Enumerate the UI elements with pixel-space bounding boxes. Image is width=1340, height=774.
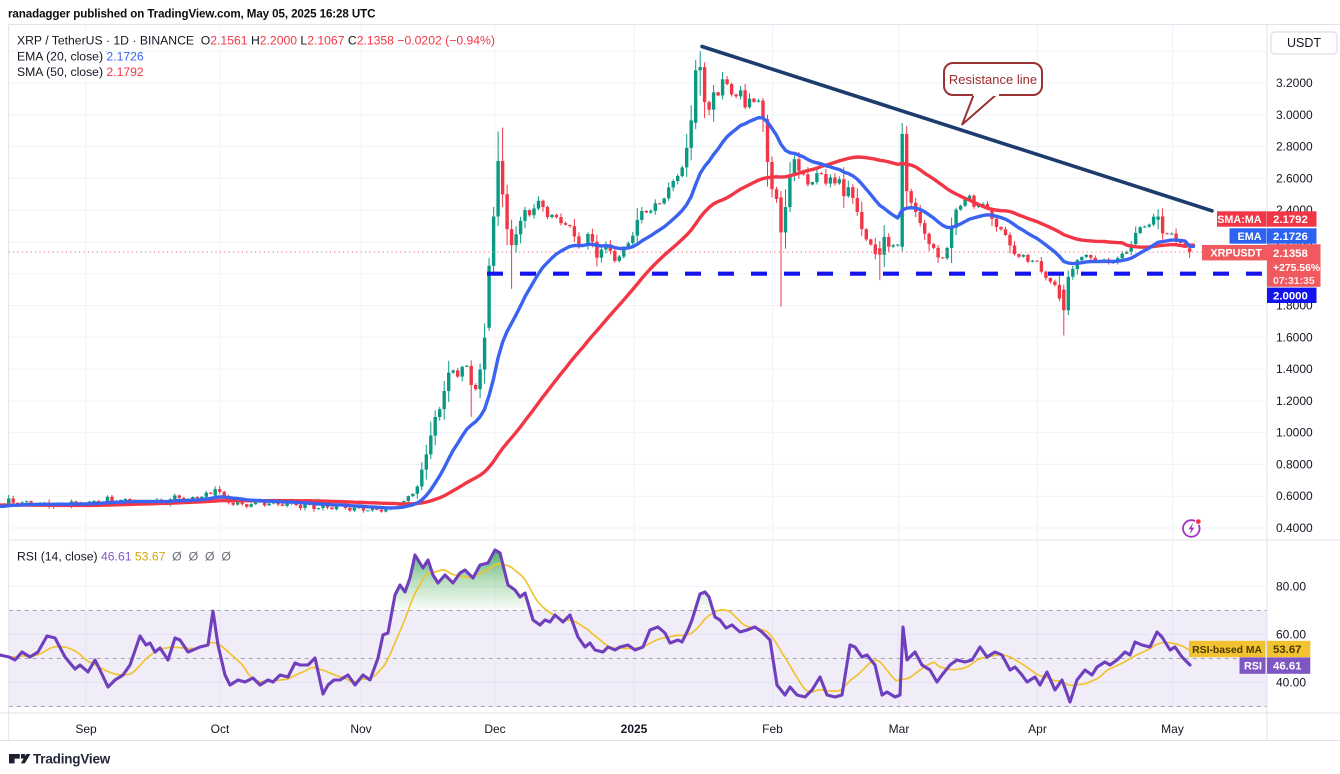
svg-text:1.2000: 1.2000: [1276, 394, 1313, 408]
svg-text:1.6000: 1.6000: [1276, 330, 1313, 344]
svg-text:1.0000: 1.0000: [1276, 426, 1313, 440]
svg-text:Sep: Sep: [75, 722, 97, 736]
svg-text:Apr: Apr: [1028, 722, 1047, 736]
svg-text:1.4000: 1.4000: [1276, 362, 1313, 376]
svg-text:SMA:MA: SMA:MA: [1217, 214, 1262, 226]
svg-text:EMA: EMA: [1238, 231, 1262, 243]
svg-text:RSI: RSI: [1244, 661, 1262, 673]
svg-text:Resistance line: Resistance line: [949, 72, 1037, 87]
svg-text:07:31:35: 07:31:35: [1273, 276, 1315, 287]
svg-text:2.1358: 2.1358: [1273, 248, 1308, 260]
svg-text:3.2000: 3.2000: [1276, 76, 1313, 90]
svg-text:0.6000: 0.6000: [1276, 489, 1313, 503]
svg-text:+275.56%: +275.56%: [1273, 263, 1320, 274]
svg-text:Oct: Oct: [211, 722, 230, 736]
svg-text:2.1726: 2.1726: [1273, 231, 1308, 243]
svg-text:Feb: Feb: [762, 722, 783, 736]
svg-text:0.4000: 0.4000: [1276, 521, 1313, 535]
svg-text:SMA (50, close) 2.1792: SMA (50, close) 2.1792: [17, 65, 144, 79]
svg-text:Mar: Mar: [889, 722, 910, 736]
svg-text:2.0000: 2.0000: [1273, 290, 1308, 302]
svg-text:May: May: [1161, 722, 1184, 736]
svg-text:XRP / TetherUS · 1D · BINANCE: XRP / TetherUS · 1D · BINANCE O2.1561 H2…: [17, 34, 495, 48]
svg-text:Dec: Dec: [484, 722, 505, 736]
svg-text:RSI (14, close) 46.61 53.67 Ø: RSI (14, close) 46.61 53.67 Ø Ø Ø Ø: [17, 550, 231, 564]
svg-text:0.8000: 0.8000: [1276, 457, 1313, 471]
svg-text:2.6000: 2.6000: [1276, 171, 1313, 185]
svg-text:TradingView: TradingView: [33, 752, 111, 767]
svg-text:46.61: 46.61: [1273, 661, 1302, 673]
svg-text:EMA (20, close) 2.1726: EMA (20, close) 2.1726: [17, 49, 144, 63]
svg-text:40.00: 40.00: [1276, 676, 1306, 690]
svg-text:60.00: 60.00: [1276, 628, 1306, 642]
svg-text:2025: 2025: [621, 722, 648, 736]
svg-text:53.67: 53.67: [1273, 644, 1302, 656]
svg-text:2.1792: 2.1792: [1273, 214, 1308, 226]
svg-text:USDT: USDT: [1287, 36, 1321, 50]
svg-text:3.0000: 3.0000: [1276, 108, 1313, 122]
svg-text:XRPUSDT: XRPUSDT: [1210, 248, 1262, 260]
svg-text:Nov: Nov: [350, 722, 371, 736]
svg-text:2.8000: 2.8000: [1276, 140, 1313, 154]
svg-text:RSI-based MA: RSI-based MA: [1192, 645, 1262, 656]
svg-text:80.00: 80.00: [1276, 580, 1306, 594]
svg-text:ranadagger published on Tradin: ranadagger published on TradingView.com,…: [8, 8, 376, 21]
